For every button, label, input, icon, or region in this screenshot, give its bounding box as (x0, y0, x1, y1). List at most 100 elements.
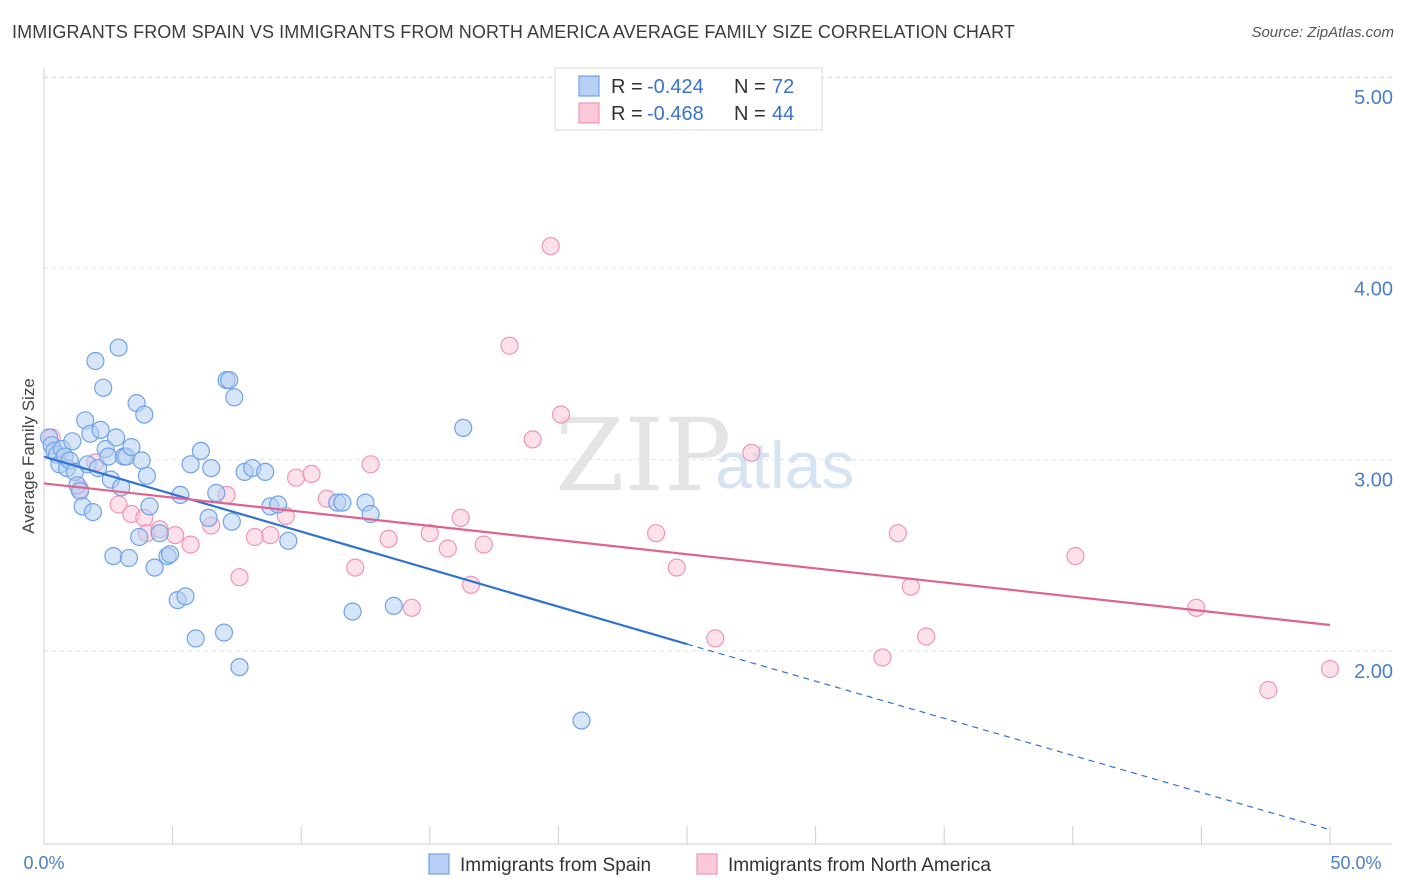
legend-r-label-north-america: R = (611, 103, 643, 125)
point-north-america-30 (541, 237, 560, 256)
legend-n-label-spain: N = (734, 76, 766, 98)
point-north-america-19 (346, 558, 365, 577)
point-spain-12 (70, 482, 90, 501)
watermark-zip: ZIP (555, 397, 731, 514)
point-spain-60 (256, 462, 275, 481)
legend-n-label-north-america: N = (734, 103, 766, 125)
point-spain-40 (150, 524, 169, 543)
point-spain-38 (140, 497, 159, 516)
point-spain-57 (230, 657, 249, 677)
point-north-america-25 (451, 508, 470, 528)
y-axis-title: Average Family Size (19, 378, 38, 534)
point-spain-18 (86, 351, 105, 371)
point-spain-48 (191, 441, 210, 460)
point-spain-52 (214, 623, 234, 642)
legend-r-label-spain: R = (611, 76, 643, 98)
watermark-atlas: atlas (715, 428, 854, 502)
point-north-america-40 (1066, 546, 1085, 566)
point-spain-45 (176, 587, 195, 606)
point-spain-26 (106, 428, 126, 447)
point-spain-9 (63, 432, 82, 451)
legend-swatch-spain (578, 75, 600, 97)
point-north-america-39 (917, 627, 936, 646)
trend-line-spain (43, 455, 688, 646)
y-tick-label-5.00: 5.00 (1354, 87, 1393, 109)
axes (43, 68, 1392, 845)
point-north-america-22 (402, 598, 421, 617)
series-legend-swatch-north-america (696, 853, 718, 875)
point-north-america-43 (1320, 659, 1340, 679)
series-legend: Immigrants from Spain Immigrants from No… (428, 853, 991, 876)
point-spain-31 (119, 548, 138, 568)
point-spain-39 (145, 558, 164, 577)
point-north-america-13 (245, 527, 264, 547)
x-tick-label-min: 0.0% (23, 853, 64, 873)
point-north-america-27 (474, 535, 493, 554)
series-legend-label-north-america: Immigrants from North America (728, 855, 991, 876)
stats-legend: R = -0.424 N = 72 R = -0.468 N = 44 (554, 67, 823, 131)
point-north-america-8 (166, 525, 185, 545)
point-north-america-9 (181, 535, 200, 554)
point-spain-42 (160, 545, 180, 564)
point-north-america-16 (287, 468, 306, 487)
point-north-america-33 (667, 558, 686, 577)
point-spain-49 (199, 508, 218, 528)
point-spain-17 (83, 502, 103, 522)
point-north-america-32 (646, 524, 666, 543)
y-tick-label-2.00: 2.00 (1354, 661, 1393, 683)
point-spain-25 (104, 546, 123, 566)
series-legend-label-spain: Immigrants from Spain (460, 855, 651, 876)
point-north-america-28 (500, 336, 519, 355)
point-spain-36 (135, 405, 154, 424)
point-spain-19 (88, 459, 108, 478)
legend-n-value-north-america: 44 (772, 103, 794, 125)
y-tick-label-3.00: 3.00 (1354, 470, 1393, 492)
x-tick-label-max: 50.0% (1330, 853, 1381, 873)
legend-r-value-spain: -0.424 (647, 76, 704, 98)
point-spain-21 (94, 378, 113, 397)
trend-line-north-america (43, 482, 1331, 627)
point-spain-54 (220, 371, 239, 390)
point-north-america-41 (1187, 598, 1206, 617)
point-spain-71 (572, 711, 591, 730)
legend-r-value-north-america: -0.468 (647, 103, 704, 125)
point-north-america-12 (230, 568, 249, 587)
point-north-america-34 (706, 629, 725, 648)
point-spain-66 (343, 602, 362, 621)
point-north-america-37 (888, 524, 908, 543)
trend-lines (43, 455, 1331, 831)
point-north-america-21 (379, 529, 398, 549)
point-spain-51 (207, 483, 226, 503)
point-north-america-31 (551, 405, 571, 424)
point-spain-70 (454, 418, 473, 437)
gridlines (44, 76, 1392, 652)
point-north-america-38 (901, 577, 920, 596)
point-spain-34 (130, 527, 149, 547)
y-tick-label-4.00: 4.00 (1354, 278, 1393, 300)
point-spain-37 (137, 466, 156, 485)
point-spain-56 (225, 388, 244, 407)
point-north-america-14 (261, 525, 280, 545)
point-north-america-42 (1259, 680, 1278, 700)
point-spain-23 (99, 447, 118, 466)
trend-line-extension-spain (686, 643, 1331, 831)
point-north-america-36 (873, 648, 892, 667)
point-north-america-17 (302, 464, 321, 483)
point-spain-32 (122, 438, 141, 457)
point-spain-47 (186, 629, 205, 648)
chart-source: Source: ZipAtlas.com (1251, 24, 1394, 41)
point-spain-63 (279, 531, 298, 550)
point-spain-35 (132, 451, 151, 470)
point-north-america-29 (523, 430, 542, 449)
point-north-america-24 (438, 539, 457, 558)
legend-n-value-spain: 72 (772, 76, 794, 98)
point-north-america-35 (742, 443, 761, 462)
chart-title: IMMIGRANTS FROM SPAIN VS IMMIGRANTS FROM… (12, 22, 1015, 42)
point-spain-46 (181, 455, 200, 474)
point-spain-69 (384, 596, 403, 616)
point-spain-55 (222, 512, 241, 531)
point-north-america-20 (361, 455, 380, 474)
point-spain-27 (109, 338, 128, 357)
x-ticks (43, 826, 1331, 844)
